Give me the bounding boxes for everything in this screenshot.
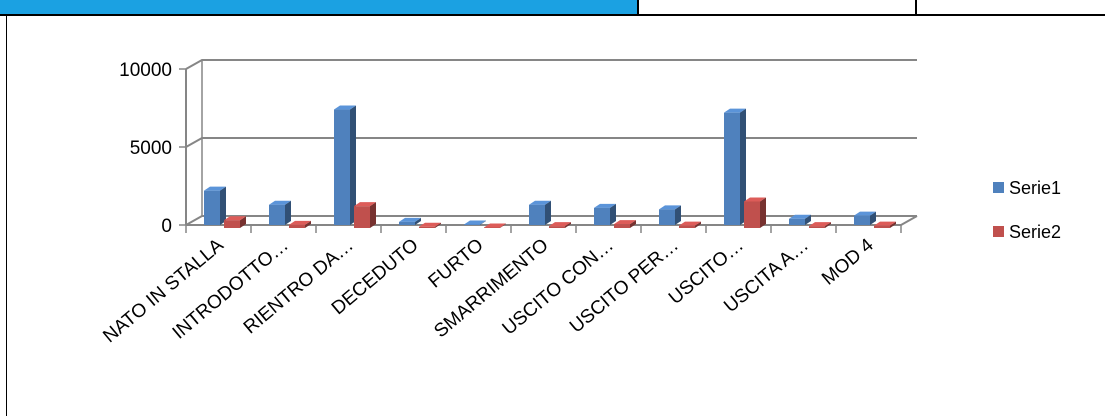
x-tick-label: RIENTRO DA…	[240, 235, 358, 339]
x-tick-label: MOD 4	[818, 234, 878, 289]
legend-item-serie1[interactable]: Serie1	[993, 178, 1061, 198]
bar-serie2[interactable]	[289, 220, 311, 228]
legend: Serie1 Serie2	[993, 178, 1061, 242]
bar-serie1[interactable]	[594, 203, 616, 225]
gridline	[185, 137, 917, 148]
bar-serie1[interactable]	[724, 108, 746, 225]
y-axis: 0 5000 10000	[119, 60, 186, 237]
gridlines	[185, 59, 917, 226]
bar-serie1[interactable]	[789, 214, 811, 225]
bar-serie2[interactable]	[224, 216, 246, 228]
bar-serie1[interactable]	[399, 217, 421, 225]
bar-serie2[interactable]	[679, 221, 701, 228]
left-border	[6, 16, 7, 416]
x-tick-label: FURTO	[425, 235, 488, 293]
bar-serie2[interactable]	[874, 221, 896, 228]
x-tick-label: INTRODOTTO…	[169, 235, 293, 344]
bar-serie2[interactable]	[484, 223, 506, 229]
y-tick-label: 10000	[119, 60, 172, 81]
legend-item-serie2[interactable]: Serie2	[993, 222, 1061, 242]
column-divider	[915, 0, 917, 16]
legend-label: Serie1	[1009, 178, 1061, 198]
bars	[204, 105, 896, 229]
header-cells[interactable]	[637, 0, 1105, 16]
bar-serie2[interactable]	[614, 220, 636, 228]
legend-label: Serie2	[1009, 222, 1061, 242]
bar-serie1[interactable]	[854, 211, 876, 225]
bar-serie2[interactable]	[354, 202, 376, 228]
spreadsheet-header-strip	[0, 0, 1105, 16]
selected-header-cell[interactable]	[0, 0, 637, 16]
bar-serie2[interactable]	[549, 222, 571, 228]
x-tick-label: USCITO PER…	[566, 235, 683, 338]
bar-serie1[interactable]	[204, 186, 226, 225]
gridline	[185, 59, 917, 70]
bar-serie1[interactable]	[529, 200, 551, 225]
floor-side-edge	[900, 215, 918, 226]
x-tick-label: NATO IN STALLA	[99, 235, 228, 348]
bar-serie2[interactable]	[419, 222, 441, 228]
x-tick-label: SMARRIMENTO	[430, 235, 552, 342]
bar-serie1[interactable]	[659, 205, 681, 225]
bar-serie2[interactable]	[809, 222, 831, 228]
bar-serie1[interactable]	[464, 220, 486, 226]
bar-serie1[interactable]	[334, 105, 356, 225]
bar-serie1[interactable]	[269, 200, 291, 225]
x-tick-label: USCITO CON…	[499, 235, 618, 340]
bar-serie2[interactable]	[744, 197, 766, 228]
y-tick-label: 0	[161, 216, 172, 237]
y-tick-label: 5000	[130, 138, 172, 159]
